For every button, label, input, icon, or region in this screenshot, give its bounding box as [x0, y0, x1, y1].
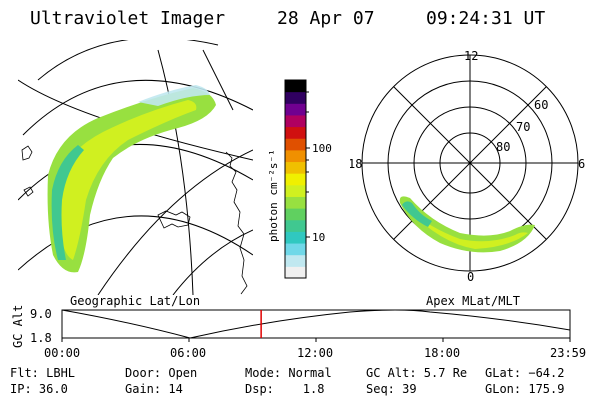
colorbar-segment: [285, 91, 306, 104]
colorbar-segment: [285, 114, 306, 128]
mlt-label-12: 12: [464, 49, 478, 63]
time-tick-0600: 06:00: [170, 346, 207, 360]
mlat-label-70: 70: [516, 120, 530, 134]
altitude-axis-label: GC Alt: [11, 305, 25, 348]
colorbar-segment: [285, 254, 306, 267]
time-tick-1800: 18:00: [424, 346, 461, 360]
colorbar-segment: [285, 208, 306, 221]
geographic-image: [18, 40, 253, 295]
time-tick-1200: 12:00: [297, 346, 334, 360]
mode-value: Mode: Normal: [245, 366, 332, 380]
mlat-label-80: 80: [496, 140, 510, 154]
glat-value: GLat: −64.2: [485, 366, 565, 380]
filter-value: Flt: LBHL: [10, 366, 76, 380]
ip-value: IP: 36.0: [10, 382, 68, 396]
colorbar-tick-10: 10: [312, 231, 325, 244]
orbit-altitude-plot: GC Alt 9.0 1.8: [11, 305, 571, 348]
colorbar-tick-100: 100: [312, 142, 332, 155]
colorbar-segment: [285, 266, 306, 279]
colorbar-segment: [285, 173, 306, 186]
colorbar-segment: [285, 184, 306, 197]
instrument-title: Ultraviolet Imager: [30, 8, 226, 29]
colorbar-unit-label: photon cm⁻²s⁻¹: [267, 149, 280, 242]
colorbar-segment: [285, 138, 306, 151]
observation-date: 28 Apr 07: [277, 8, 375, 29]
time-tick-2359: 23:59: [550, 346, 587, 360]
intensity-colorbar: 100 10 photon cm⁻²s⁻¹: [267, 79, 332, 279]
dsp-value: Dsp: 1.8: [245, 382, 325, 396]
door-status: Door: Open: [125, 366, 198, 380]
colorbar-segment: [285, 219, 306, 232]
mlt-label-0: 0: [467, 270, 474, 283]
gc-altitude-value: GC Alt: 5.7 Re: [366, 366, 468, 380]
sequence-value: Seq: 39: [366, 382, 417, 396]
gain-value: Gain: 14: [125, 382, 183, 396]
polar-mlat-mlt-plot: 12 18 6 0 60 70 80: [350, 49, 585, 283]
time-tick-0000: 00:00: [44, 346, 81, 360]
colorbar-segment: [285, 126, 306, 139]
altitude-tick-low: 1.8: [30, 331, 52, 345]
colorbar-segment: [285, 149, 306, 163]
mlat-label-60: 60: [534, 98, 548, 112]
colorbar-segment: [285, 231, 306, 244]
geographic-panel-label: Geographic Lat/Lon: [70, 294, 201, 308]
colorbar-segment: [285, 196, 306, 209]
colorbar-segment: [285, 243, 306, 256]
altitude-tick-high: 9.0: [30, 307, 52, 321]
mlt-label-18: 18: [350, 157, 362, 171]
mlt-label-6: 6: [578, 157, 585, 171]
colorbar-segment: [285, 161, 306, 174]
observation-time: 09:24:31 UT: [426, 8, 546, 29]
colorbar-segment: [285, 103, 306, 116]
polar-panel-label: Apex MLat/MLT: [426, 294, 520, 308]
glon-value: GLon: 175.9: [485, 382, 565, 396]
colorbar-segment: [285, 80, 306, 93]
